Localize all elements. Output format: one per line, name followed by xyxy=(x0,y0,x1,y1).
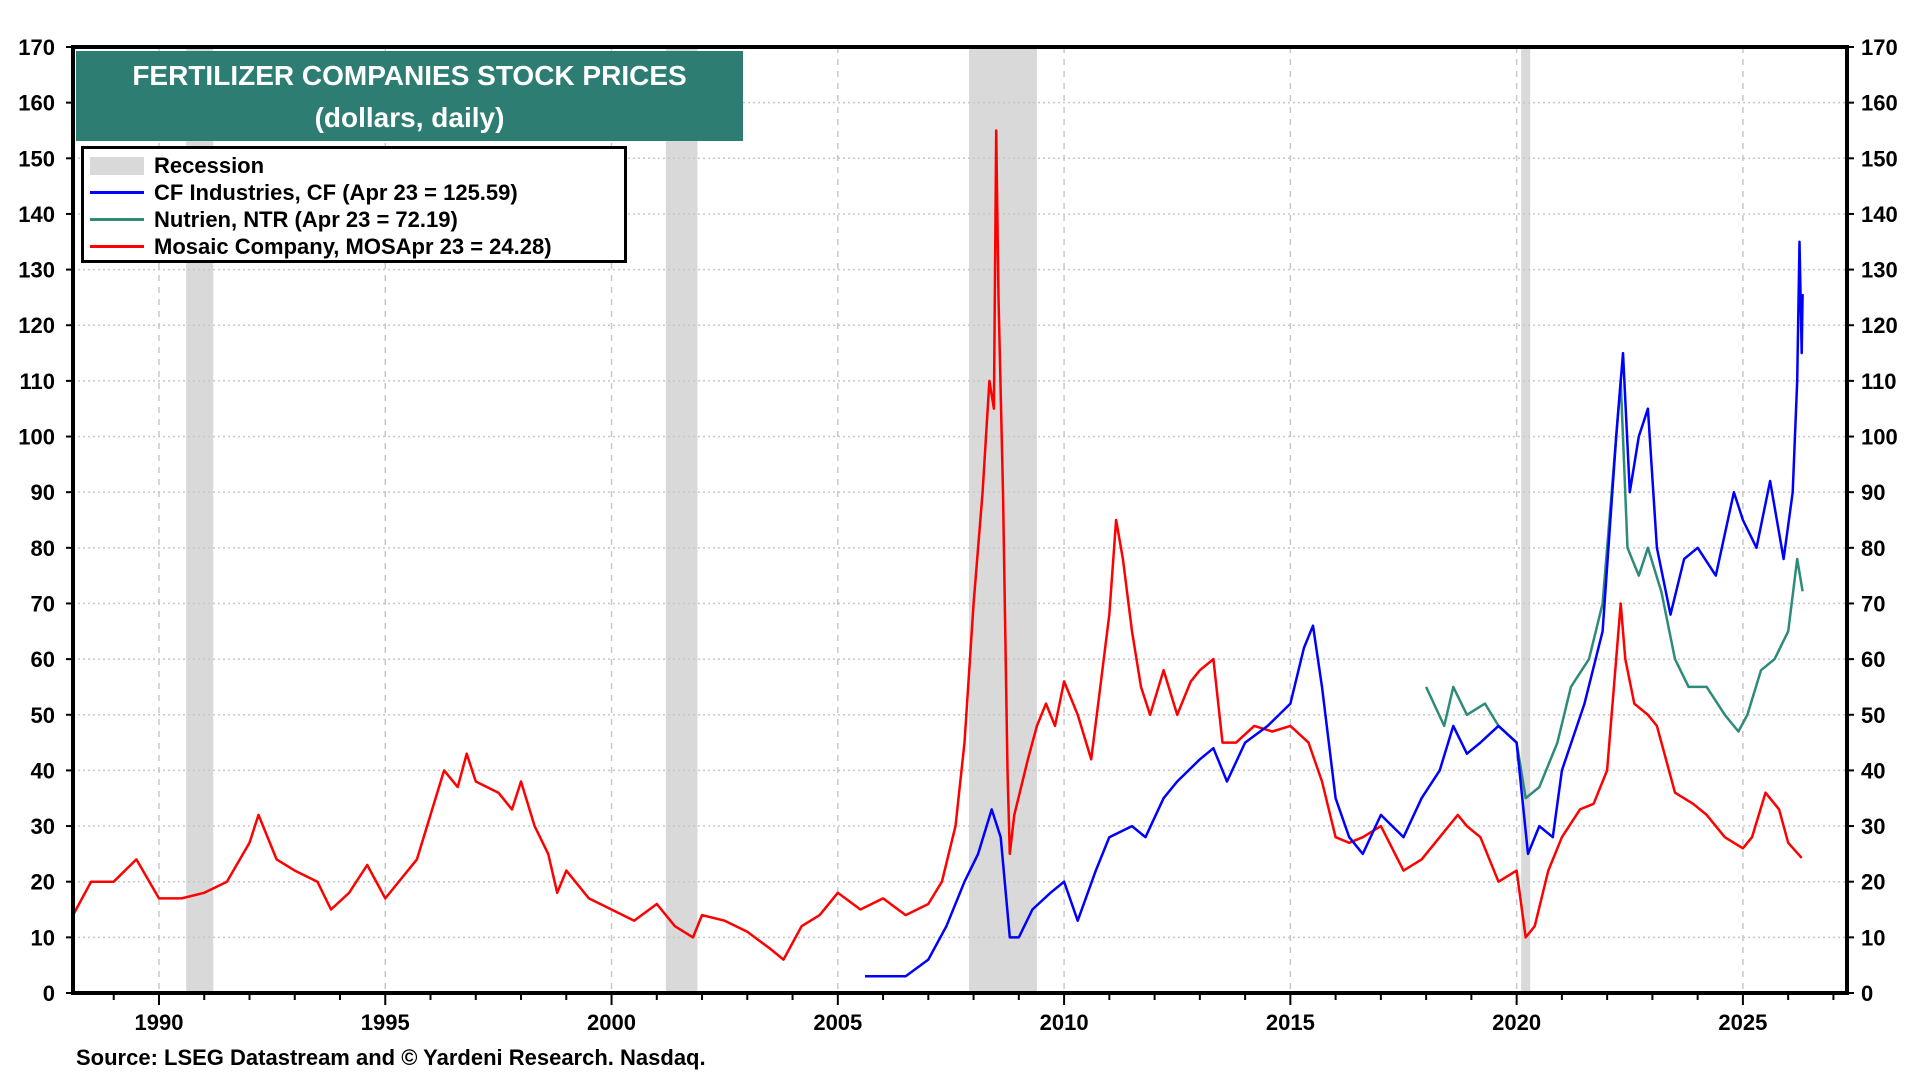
y-tick-label-right: 40 xyxy=(1861,758,1885,783)
y-tick-label: 160 xyxy=(18,91,55,116)
y-tick-label-right: 20 xyxy=(1861,870,1885,895)
chart-title: FERTILIZER COMPANIES STOCK PRICES xyxy=(132,60,687,91)
y-tick-label: 110 xyxy=(20,369,56,394)
y-tick-label: 170 xyxy=(18,35,55,60)
y-tick-label-right: 90 xyxy=(1861,480,1885,505)
chart-title-box: FERTILIZER COMPANIES STOCK PRICES (dolla… xyxy=(76,51,743,141)
y-tick-label: 150 xyxy=(18,146,55,171)
y-tick-label: 80 xyxy=(31,536,55,561)
legend-item-ntr: Nutrien, NTR (Apr 23 = 72.19) xyxy=(90,206,618,233)
recession-band xyxy=(665,47,698,993)
x-tick-label: 1995 xyxy=(361,1010,410,1035)
plot-frame xyxy=(71,45,1849,995)
y-tick-label-right: 70 xyxy=(1861,591,1885,616)
cf-swatch xyxy=(90,191,144,194)
y-tick-label: 60 xyxy=(31,647,55,672)
series-line-ntr xyxy=(1424,379,1804,800)
y-tick-label-right: 60 xyxy=(1861,647,1885,672)
y-tick-label-right: 120 xyxy=(1861,313,1898,338)
legend-label: Nutrien, NTR (Apr 23 = 72.19) xyxy=(154,206,458,232)
y-tick-label-right: 10 xyxy=(1861,925,1885,950)
legend-item-mos: Mosaic Company, MOSApr 23 = 24.28) xyxy=(90,233,618,260)
legend-label: CF Industries, CF (Apr 23 = 125.59) xyxy=(154,179,518,205)
ntr-swatch xyxy=(90,218,144,221)
y-tick-label: 50 xyxy=(31,703,55,728)
x-tick-label: 2005 xyxy=(813,1010,862,1035)
series-line-cf xyxy=(865,240,1804,978)
y-tick-label-right: 50 xyxy=(1861,703,1885,728)
legend-label: Mosaic Company, MOSApr 23 = 24.28) xyxy=(154,233,552,259)
x-tick-label: 2015 xyxy=(1266,1010,1315,1035)
legend: Recession CF Industries, CF (Apr 23 = 12… xyxy=(81,146,627,263)
y-tick-label-right: 170 xyxy=(1861,35,1898,60)
y-tick-label-right: 0 xyxy=(1861,981,1873,1006)
y-tick-label: 130 xyxy=(18,258,55,283)
y-tick-label: 10 xyxy=(31,925,55,950)
source-note: Source: LSEG Datastream and © Yardeni Re… xyxy=(76,1045,706,1070)
y-tick-label-right: 140 xyxy=(1861,202,1898,227)
y-tick-label-right: 130 xyxy=(1861,258,1898,283)
y-tick-label: 120 xyxy=(18,313,55,338)
y-tick-label-right: 150 xyxy=(1861,146,1898,171)
x-tick-label: 2020 xyxy=(1492,1010,1541,1035)
y-tick-label: 40 xyxy=(31,758,55,783)
y-tick-label: 20 xyxy=(31,870,55,895)
x-tick-label: 2010 xyxy=(1040,1010,1089,1035)
y-tick-label: 100 xyxy=(18,425,55,450)
y-tick-label-right: 80 xyxy=(1861,536,1885,561)
y-tick-label: 140 xyxy=(18,202,55,227)
mos-swatch xyxy=(90,245,144,248)
y-tick-label-right: 100 xyxy=(1861,425,1898,450)
legend-item-cf: CF Industries, CF (Apr 23 = 125.59) xyxy=(90,179,618,206)
y-tick-label: 90 xyxy=(31,480,55,505)
recession-band xyxy=(1521,47,1531,993)
legend-item-recession: Recession xyxy=(90,152,618,179)
y-tick-label: 0 xyxy=(43,981,55,1006)
y-tick-label-right: 110 xyxy=(1861,369,1897,394)
x-tick-label: 1990 xyxy=(135,1010,184,1035)
chart-subtitle: (dollars, daily) xyxy=(314,102,505,133)
y-tick-label-right: 160 xyxy=(1861,91,1898,116)
x-tick-label: 2025 xyxy=(1718,1010,1767,1035)
legend-label: Recession xyxy=(154,152,265,178)
y-tick-label: 70 xyxy=(31,591,55,616)
x-tick-label: 2000 xyxy=(587,1010,636,1035)
y-tick-label-right: 30 xyxy=(1861,814,1885,839)
recession-swatch xyxy=(90,156,144,175)
series-line-mos xyxy=(71,129,1803,961)
y-tick-label: 30 xyxy=(31,814,55,839)
